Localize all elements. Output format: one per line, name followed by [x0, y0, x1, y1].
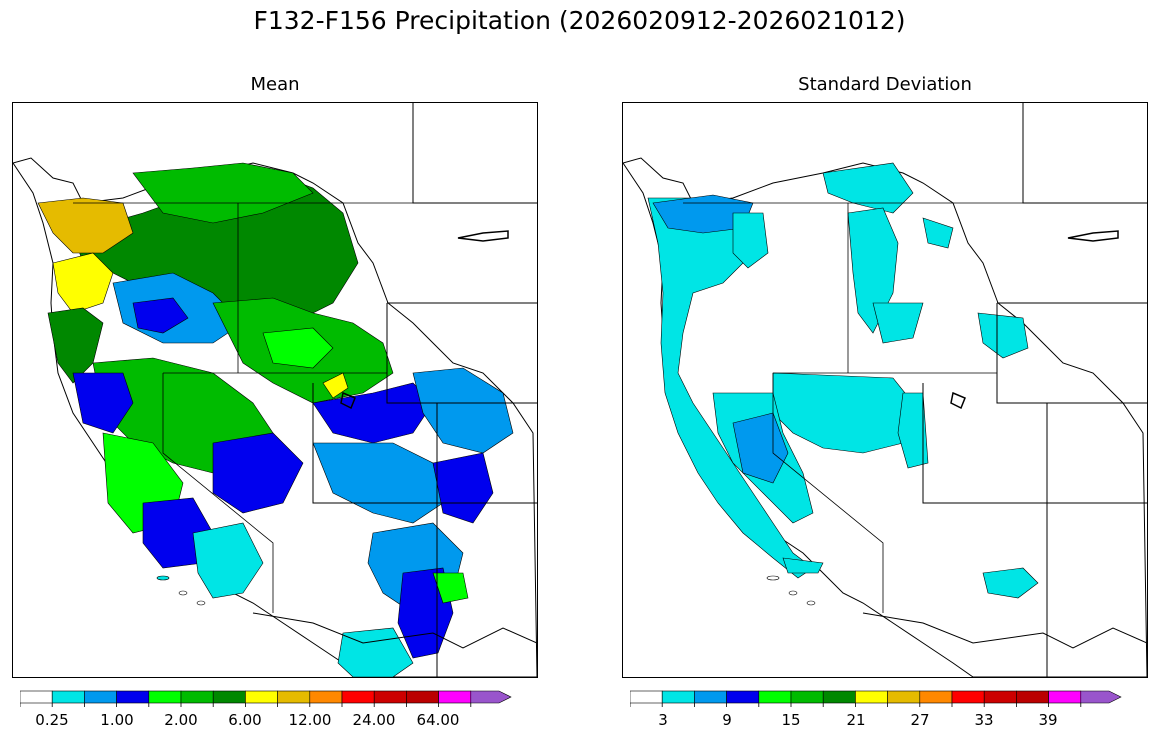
- cbar-stddev-tick-label: 21: [846, 711, 866, 729]
- cbar-stddev-tick-label: 39: [1038, 711, 1058, 729]
- cbar-mean-swatch: [245, 690, 278, 704]
- panel-title-mean: Mean: [250, 74, 300, 95]
- cbar-mean-tick-label: 24.00: [352, 711, 396, 729]
- cbar-mean-swatch: [470, 690, 512, 704]
- colorbar-mean: [20, 690, 512, 707]
- cbar-stddev-tick-label: 15: [781, 711, 801, 729]
- cbar-stddev-swatch: [790, 690, 824, 704]
- cbar-mean-tick-label: 6.00: [228, 711, 262, 729]
- cbar-stddev-swatch: [1080, 690, 1122, 704]
- cbar-stddev-swatch: [726, 690, 760, 704]
- cbar-mean-swatch: [180, 690, 214, 704]
- cbar-mean-swatch: [341, 690, 375, 704]
- cbar-mean-swatch: [148, 690, 182, 704]
- panel-title-stddev: Standard Deviation: [798, 74, 972, 95]
- cbar-stddev-swatch: [758, 690, 792, 704]
- cbar-stddev-tick-label: 3: [658, 711, 668, 729]
- cbar-stddev-swatch: [630, 690, 663, 704]
- cbar-stddev-swatch: [951, 690, 985, 704]
- cbar-mean-swatch: [309, 690, 343, 704]
- cbar-mean-tick-label: 0.25: [35, 711, 69, 729]
- cbar-stddev-tick-label: 27: [910, 711, 930, 729]
- cbar-mean-swatch: [212, 690, 246, 704]
- cbar-mean-tick-label: 12.00: [288, 711, 332, 729]
- cbar-stddev-swatch: [919, 690, 953, 704]
- map-mean[interactable]: [12, 102, 538, 678]
- cbar-stddev-swatch: [661, 690, 695, 704]
- cbar-stddev-swatch: [1016, 690, 1049, 704]
- cbar-stddev-swatch: [1048, 690, 1082, 704]
- cbar-mean-swatch: [373, 690, 407, 704]
- cbar-mean-swatch: [438, 690, 472, 704]
- colorbar-stddev: [630, 690, 1122, 707]
- cbar-mean-tick-label: 64.00: [416, 711, 460, 729]
- cbar-mean-swatch: [20, 690, 53, 704]
- cbar-mean-swatch: [406, 690, 439, 704]
- cbar-mean-swatch: [277, 690, 311, 704]
- cbar-mean-tick-label: 1.00: [100, 711, 134, 729]
- cbar-stddev-swatch: [855, 690, 888, 704]
- cbar-stddev-swatch: [887, 690, 921, 704]
- cbar-stddev-tick-label: 33: [974, 711, 994, 729]
- map-stddev-svg: [623, 103, 1147, 677]
- cbar-mean-swatch: [51, 690, 85, 704]
- cbar-stddev-swatch: [822, 690, 856, 704]
- map-mean-svg: [13, 103, 537, 677]
- cbar-mean-tick-label: 2.00: [164, 711, 198, 729]
- figure-title: F132-F156 Precipitation (2026020912-2026…: [253, 6, 906, 35]
- map-stddev[interactable]: [622, 102, 1148, 678]
- cbar-stddev-tick-label: 9: [722, 711, 732, 729]
- cbar-mean-swatch: [84, 690, 117, 704]
- cbar-mean-swatch: [116, 690, 150, 704]
- cbar-stddev-swatch: [983, 690, 1017, 704]
- cbar-stddev-swatch: [694, 690, 727, 704]
